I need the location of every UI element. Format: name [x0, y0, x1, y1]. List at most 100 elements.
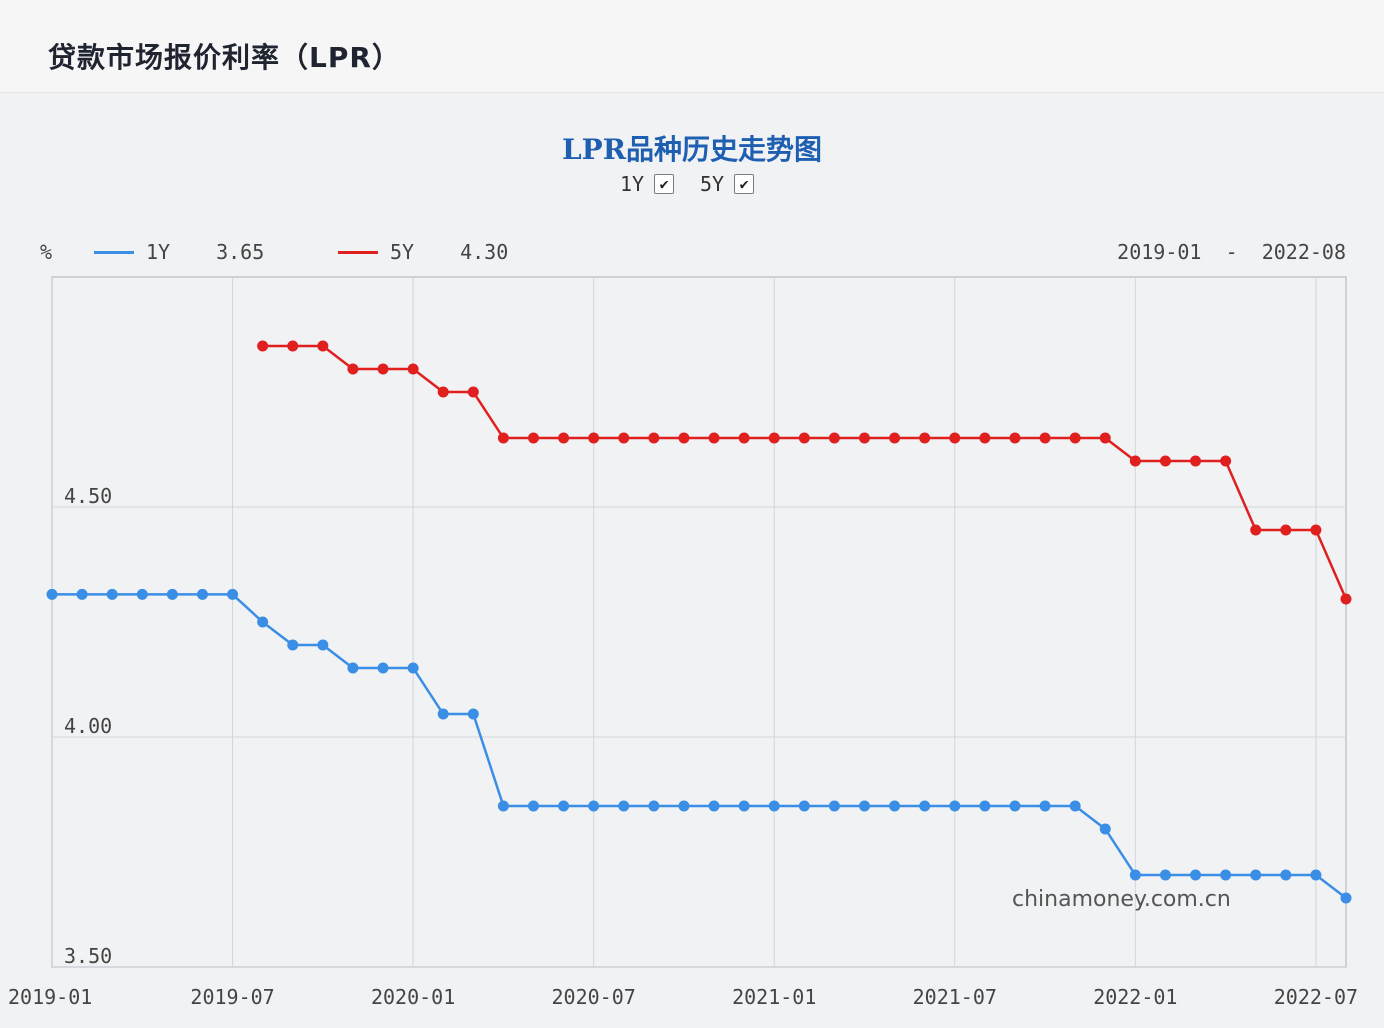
data-point-5y: [437, 386, 449, 398]
data-point-1y: [738, 800, 750, 812]
data-point-5y: [347, 363, 359, 375]
data-point-5y: [467, 386, 479, 398]
data-point-5y: [648, 432, 660, 444]
data-point-5y: [558, 432, 570, 444]
data-point-1y: [46, 588, 58, 600]
data-point-1y: [317, 639, 329, 651]
plot-frame: [51, 276, 1347, 968]
data-point-1y: [798, 800, 810, 812]
data-point-1y: [196, 588, 208, 600]
data-point-5y: [527, 432, 539, 444]
data-point-1y: [1280, 869, 1292, 881]
series-line-1y: [52, 593, 1347, 899]
data-point-1y: [1039, 800, 1051, 812]
data-point-1y: [377, 662, 389, 674]
data-point-1y: [136, 588, 148, 600]
data-point-1y: [949, 800, 961, 812]
data-point-5y: [618, 432, 630, 444]
chart-legend: % 1Y 3.65 5Y 4.30 2019-01 - 2022-08: [0, 240, 1384, 270]
legend-name-5y: 5Y: [390, 240, 415, 264]
range-start: 2019-01: [1117, 240, 1202, 264]
data-point-5y: [859, 432, 871, 444]
y-tick-label: 4.00: [64, 714, 112, 738]
range-separator: -: [1225, 240, 1238, 264]
x-tick-label: 2022-07: [1274, 985, 1358, 1009]
data-point-1y: [889, 800, 901, 812]
legend-name-1y: 1Y: [146, 240, 171, 264]
data-point-1y: [1310, 869, 1322, 881]
x-tick-label: 2019-07: [190, 985, 274, 1009]
data-point-5y: [798, 432, 810, 444]
data-point-1y: [407, 662, 419, 674]
data-point-5y: [678, 432, 690, 444]
data-point-1y: [1340, 892, 1352, 904]
data-point-1y: [859, 800, 871, 812]
series-line-5y: [262, 344, 1348, 600]
data-point-5y: [979, 432, 991, 444]
data-point-5y: [377, 363, 389, 375]
toggle-5y[interactable]: 5Y ✔: [700, 172, 755, 196]
data-point-5y: [1280, 524, 1292, 536]
legend-swatch-1y: [94, 250, 134, 254]
data-point-1y: [106, 588, 118, 600]
data-point-1y: [919, 800, 931, 812]
data-point-5y: [1039, 432, 1051, 444]
data-point-5y: [1159, 455, 1171, 467]
data-point-1y: [708, 800, 720, 812]
toggle-5y-label: 5Y: [700, 172, 725, 196]
toggle-5y-checkbox[interactable]: ✔: [734, 174, 755, 194]
data-point-1y: [1190, 869, 1202, 881]
x-tick-label: 2021-07: [913, 985, 997, 1009]
range-end: 2022-08: [1261, 240, 1346, 264]
data-point-1y: [588, 800, 600, 812]
data-point-5y: [949, 432, 961, 444]
date-range[interactable]: 2019-01 - 2022-08: [1117, 240, 1346, 264]
data-point-5y: [1220, 455, 1232, 467]
unit-label: %: [40, 240, 53, 264]
data-point-1y: [1069, 800, 1081, 812]
page-header: 贷款市场报价利率（LPR）: [0, 0, 1384, 93]
series-1y: [46, 588, 1352, 904]
data-point-1y: [347, 662, 359, 674]
data-point-5y: [1099, 432, 1111, 444]
data-point-1y: [828, 800, 840, 812]
x-tick-label: 2020-01: [371, 985, 455, 1009]
data-point-1y: [1220, 869, 1232, 881]
data-point-1y: [1099, 823, 1111, 835]
data-point-1y: [287, 639, 299, 651]
watermark: chinamoney.com.cn: [1012, 887, 1231, 912]
data-point-1y: [1129, 869, 1141, 881]
data-point-5y: [1250, 524, 1262, 536]
toggle-1y[interactable]: 1Y ✔: [620, 172, 675, 196]
data-point-5y: [1190, 455, 1202, 467]
legend-value-1y: 3.65: [216, 240, 265, 264]
page-title: 贷款市场报价利率（LPR）: [48, 41, 401, 74]
data-point-1y: [467, 708, 479, 720]
data-point-1y: [648, 800, 660, 812]
data-point-1y: [166, 588, 178, 600]
y-axis: 3.50 4.00 4.50: [64, 484, 112, 968]
data-point-5y: [1129, 455, 1141, 467]
data-point-5y: [919, 432, 931, 444]
data-point-5y: [889, 432, 901, 444]
legend-swatch-5y: [338, 250, 378, 254]
toggle-1y-checkbox[interactable]: ✔: [654, 174, 675, 194]
legend-item-1y[interactable]: 1Y 3.65: [94, 240, 264, 264]
grid-lines: [51, 277, 1346, 968]
data-point-1y: [76, 588, 88, 600]
toggle-1y-label: 1Y: [620, 172, 645, 196]
series-layer: [46, 340, 1352, 904]
data-point-5y: [287, 340, 299, 352]
legend-value-5y: 4.30: [460, 240, 509, 264]
legend-item-5y[interactable]: 5Y 4.30: [338, 240, 508, 264]
data-point-5y: [1069, 432, 1081, 444]
data-point-1y: [1159, 869, 1171, 881]
data-point-5y: [1009, 432, 1021, 444]
data-point-5y: [407, 363, 419, 375]
data-point-1y: [527, 800, 539, 812]
data-point-1y: [497, 800, 509, 812]
data-point-5y: [708, 432, 720, 444]
data-point-5y: [1310, 524, 1322, 536]
y-tick-label: 3.50: [64, 944, 112, 968]
